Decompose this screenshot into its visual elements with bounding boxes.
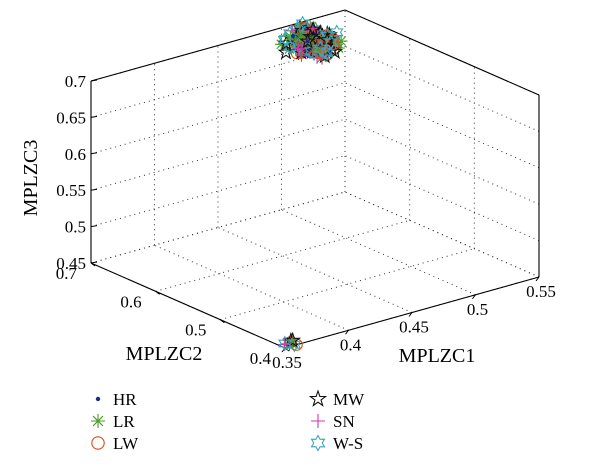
grid-line xyxy=(90,155,346,228)
grid-line xyxy=(90,118,346,191)
x-tick-label: 0.4 xyxy=(340,335,362,354)
z-tick-mark xyxy=(90,225,98,228)
z-tick-mark xyxy=(90,261,98,264)
y-tick-mark xyxy=(220,319,225,324)
data-point-lr xyxy=(282,42,296,56)
data-point-sn xyxy=(295,49,308,63)
y-tick-label: 0.4 xyxy=(250,349,272,368)
data-point-w-s xyxy=(324,34,338,51)
y-tick-mark xyxy=(90,262,96,267)
grid-line xyxy=(155,219,410,292)
grid-line xyxy=(344,45,540,132)
z-tick-label: 0.55 xyxy=(56,181,86,200)
x-tick-mark xyxy=(345,329,349,335)
legend-label: SN xyxy=(333,412,355,431)
z-tick-label: 0.7 xyxy=(65,72,87,91)
data-point-mw xyxy=(304,20,322,37)
data-point-mw xyxy=(284,331,302,348)
z-tick-label: 0.5 xyxy=(65,218,86,237)
grid-line xyxy=(90,82,346,155)
z-tick-mark xyxy=(90,79,98,82)
z-tick-label: 0.6 xyxy=(65,145,86,164)
y-tick-label: 0.7 xyxy=(56,264,78,283)
data-point-mw xyxy=(299,32,317,49)
axes-box xyxy=(90,9,540,349)
axis-edge xyxy=(90,262,286,349)
data-point-lr xyxy=(334,34,348,48)
grid-line xyxy=(344,82,540,169)
grid-line xyxy=(344,191,540,278)
grid-line xyxy=(344,118,540,205)
legend-marker-w-s xyxy=(310,434,326,452)
data-point-w-s xyxy=(313,40,328,57)
tick-labels: 0.350.40.450.50.550.40.50.60.70.450.50.5… xyxy=(56,72,556,372)
data-point-hr xyxy=(290,34,295,38)
grid-layer xyxy=(90,9,540,349)
x-tick-label: 0.35 xyxy=(272,353,302,372)
y-tick-label: 0.6 xyxy=(120,292,141,311)
x-tick-label: 0.5 xyxy=(467,300,488,319)
legend-marker-mw xyxy=(308,389,328,407)
grid-line xyxy=(154,244,349,331)
data-point-hr xyxy=(305,39,310,44)
x-axis-label: MPLZC1 xyxy=(399,345,476,367)
data-point-lr xyxy=(274,38,288,51)
legend-label: MW xyxy=(333,390,365,409)
z-tick-mark xyxy=(90,188,98,191)
data-point-sn xyxy=(292,42,305,56)
legend-marker-sn xyxy=(311,414,325,428)
x-tick-label: 0.45 xyxy=(399,318,429,337)
grid-line xyxy=(344,155,540,242)
legend-label: LW xyxy=(113,434,139,453)
y-tick-mark xyxy=(155,290,160,295)
y-tick-label: 0.5 xyxy=(185,321,206,340)
data-points xyxy=(274,15,348,353)
axis-edge xyxy=(344,9,540,96)
data-point-lr xyxy=(321,47,335,61)
data-point-lr xyxy=(294,31,307,45)
legend-label: W-S xyxy=(333,434,363,453)
legend-marker-hr xyxy=(95,396,101,402)
legend-marker-lr xyxy=(91,414,105,428)
z-axis-label: MPLZC3 xyxy=(20,140,42,217)
y-axis-label: MPLZC2 xyxy=(126,343,203,365)
data-point-w-s xyxy=(278,335,292,352)
legend-marker-lw xyxy=(91,436,105,450)
z-tick-mark xyxy=(90,115,98,118)
grid-line xyxy=(217,227,413,313)
data-point-lr xyxy=(309,44,323,58)
legend-label: HR xyxy=(113,390,137,409)
z-tick-mark xyxy=(90,152,98,155)
legend-label: LR xyxy=(113,412,135,431)
x-tick-label: 0.55 xyxy=(526,282,556,301)
x-tick-mark xyxy=(408,312,413,317)
legend: HR LR LW MW SN W-S xyxy=(91,389,365,453)
grid-line xyxy=(281,209,476,296)
data-point-w-s xyxy=(287,336,302,353)
x-tick-mark xyxy=(472,294,476,300)
data-point-sn xyxy=(310,51,324,64)
z-tick-label: 0.45 xyxy=(56,254,86,273)
x-tick-mark xyxy=(535,276,540,282)
z-tick-label: 0.65 xyxy=(56,108,86,127)
